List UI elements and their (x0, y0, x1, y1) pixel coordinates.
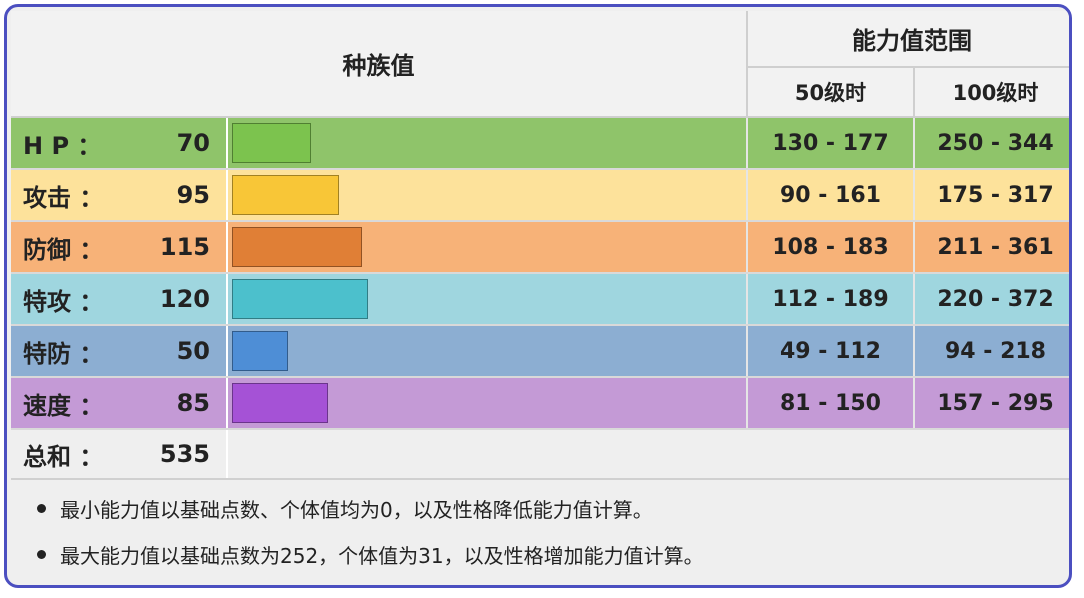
range-100: 157 - 295 (914, 377, 1069, 430)
range-50: 81 - 150 (747, 377, 915, 430)
range-50: 90 - 161 (747, 169, 915, 222)
range-100: 250 - 344 (914, 117, 1069, 170)
stat-bar-cell (227, 169, 748, 222)
stat-value: 120 (159, 285, 210, 313)
stat-label: 攻击 ： (23, 183, 104, 212)
range-50: 108 - 183 (747, 221, 915, 274)
base-stats-header: 种族值 (11, 11, 748, 118)
stat-bar (232, 331, 288, 371)
total-label-cell: 总和 ： 535 (11, 429, 228, 480)
stat-bar (232, 279, 368, 319)
range-100: 175 - 317 (914, 169, 1069, 222)
stat-label-cell: 防御 ： 115 (11, 221, 228, 274)
level-100-header: 100级时 (914, 67, 1069, 118)
stat-bar-cell (227, 117, 748, 170)
range-50: 130 - 177 (747, 117, 915, 170)
stat-label-cell: 攻击 ： 95 (11, 169, 228, 222)
stat-row: 特攻 ： 120 112 - 189 220 - 372 (11, 273, 1069, 326)
total-row: 总和 ： 535 (11, 429, 1069, 480)
stat-label-cell: 特防 ： 50 (11, 325, 228, 378)
note-item: 最小能力值以基础点数、个体值均为0，以及性格降低能力值计算。 (11, 485, 1069, 531)
stat-row: 防御 ： 115 108 - 183 211 - 361 (11, 221, 1069, 274)
bullet-icon (37, 549, 46, 559)
stat-value: 50 (176, 337, 210, 365)
stat-bar (232, 227, 362, 267)
stat-range-header: 能力值范围 (747, 11, 1069, 68)
note-item: 最大能力值以基础点数为252，个体值为31，以及性格增加能力值计算。 (11, 531, 1069, 577)
stat-bar-cell (227, 325, 748, 378)
stat-label-cell: H P ： 70 (11, 117, 228, 170)
stat-bar (232, 383, 328, 423)
stat-label: 防御 ： (23, 235, 104, 264)
stat-label: 特防 ： (23, 339, 104, 368)
note-max-text: 最大能力值以基础点数为252，个体值为31，以及性格增加能力值计算。 (60, 543, 704, 568)
stat-value: 95 (176, 181, 210, 209)
stat-row: 速度 ： 85 81 - 150 157 - 295 (11, 377, 1069, 430)
stat-row: 特防 ： 50 49 - 112 94 - 218 (11, 325, 1069, 378)
total-label: 总和 ： (23, 442, 104, 471)
range-50: 112 - 189 (747, 273, 915, 326)
total-value: 535 (159, 440, 210, 468)
stat-label-cell: 特攻 ： 120 (11, 273, 228, 326)
stat-label: 特攻 ： (23, 287, 104, 316)
range-100: 220 - 372 (914, 273, 1069, 326)
note-min-text: 最小能力值以基础点数、个体值均为0，以及性格降低能力值计算。 (60, 497, 653, 522)
range-100: 211 - 361 (914, 221, 1069, 274)
range-50: 49 - 112 (747, 325, 915, 378)
stat-value: 85 (176, 389, 210, 417)
level-50-header: 50级时 (747, 67, 915, 118)
notes-section: 最小能力值以基础点数、个体值均为0，以及性格降低能力值计算。 最大能力值以基础点… (11, 485, 1069, 577)
stat-label: H P ： (23, 131, 102, 160)
stats-panel: 种族值 能力值范围 50级时 100级时 H P ： 70 130 - 177 … (4, 4, 1072, 588)
stat-bar-cell (227, 221, 748, 274)
stat-bar-cell (227, 377, 748, 430)
bullet-icon (37, 503, 46, 513)
stat-row: H P ： 70 130 - 177 250 - 344 (11, 117, 1069, 170)
stat-value: 115 (159, 233, 210, 261)
stat-bar-cell (227, 273, 748, 326)
range-100: 94 - 218 (914, 325, 1069, 378)
stat-rows: H P ： 70 130 - 177 250 - 344 攻击 ： 95 90 … (11, 117, 1069, 430)
stat-bar (232, 175, 339, 215)
stat-bar (232, 123, 311, 163)
stat-label: 速度 ： (23, 391, 104, 420)
stat-value: 70 (176, 129, 210, 157)
base-stats-table: 种族值 能力值范围 50级时 100级时 H P ： 70 130 - 177 … (11, 11, 1069, 480)
stat-row: 攻击 ： 95 90 - 161 175 - 317 (11, 169, 1069, 222)
total-empty-cell (226, 429, 1069, 480)
stat-label-cell: 速度 ： 85 (11, 377, 228, 430)
